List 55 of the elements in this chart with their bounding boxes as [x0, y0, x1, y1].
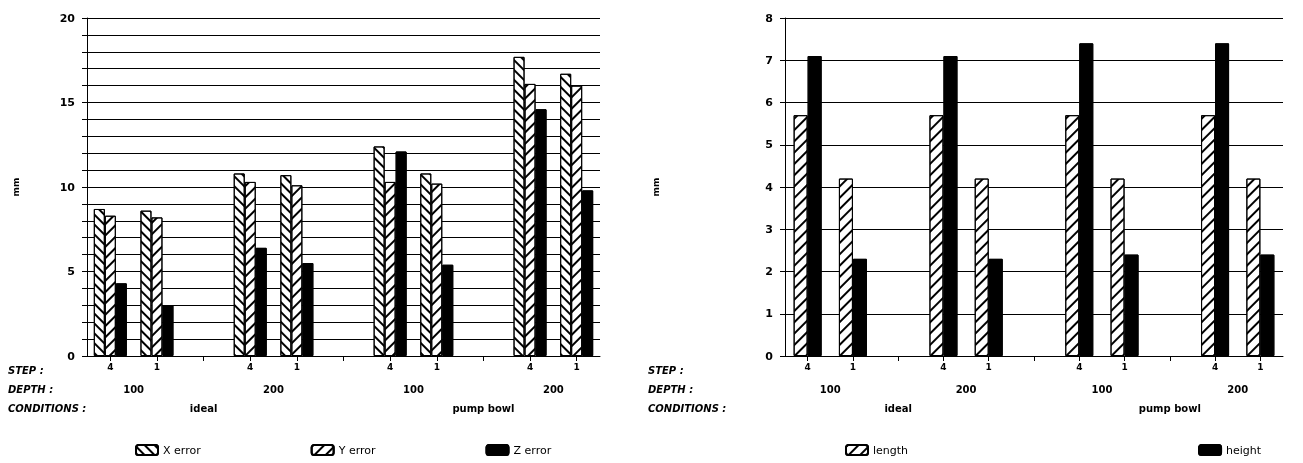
x-tick-label: 1 — [153, 361, 161, 372]
y-axis-title: mm — [10, 177, 21, 197]
text: ideal — [189, 402, 218, 414]
x-tick-label: 1 — [573, 361, 580, 372]
y-axis-title: mm — [650, 177, 661, 197]
text: CONDITIONS : — [8, 402, 87, 414]
x-tick-label: 4 — [247, 361, 254, 372]
x-tick-label: 4 — [107, 361, 114, 372]
text: DEPTH : — [8, 383, 54, 395]
legend-label: height — [1226, 443, 1262, 457]
y-tick-label: 15 — [59, 96, 75, 109]
y-tick-label: 2 — [765, 265, 773, 278]
text: pump bowl — [452, 402, 515, 414]
x-tick-label: 4 — [526, 361, 534, 372]
y-tick-label: 7 — [765, 53, 773, 67]
x-tick-label: 1 — [293, 361, 300, 372]
text: pump bowl — [1138, 402, 1201, 414]
legend-label: length — [873, 443, 909, 457]
y-tick-label: 0 — [67, 349, 76, 363]
x-tick-label: 1 — [1121, 361, 1128, 372]
x-tick-label: 4 — [804, 361, 811, 372]
y-tick-label: 1 — [765, 307, 773, 321]
x-tick-label: 1 — [1257, 361, 1264, 372]
text: STEP : — [648, 364, 684, 376]
legend-label: Z error — [513, 443, 552, 457]
y-tick-label: 4 — [765, 180, 774, 194]
text: STEP : — [8, 364, 44, 376]
y-tick-label: 5 — [765, 138, 773, 152]
text: 100 — [819, 383, 841, 395]
x-tick-label: 1 — [985, 361, 992, 372]
text: ideal — [884, 402, 912, 414]
text: 200 — [263, 383, 285, 395]
y-tick-label: 6 — [765, 96, 774, 109]
text: 200 — [1227, 383, 1249, 395]
legend-label: X error — [163, 443, 202, 457]
x-tick-label: 1 — [433, 361, 440, 372]
text: 200 — [955, 383, 977, 395]
text: 100 — [123, 383, 145, 395]
text: DEPTH : — [648, 383, 694, 395]
x-tick-label: 4 — [1211, 361, 1219, 372]
text: 100 — [1091, 383, 1113, 395]
y-tick-label: 10 — [59, 180, 76, 194]
y-tick-label: 0 — [765, 349, 774, 363]
x-tick-label: 4 — [1076, 361, 1083, 372]
legend-label: Y error — [337, 443, 376, 457]
text: CONDITIONS : — [648, 402, 727, 414]
text: 100 — [403, 383, 424, 395]
y-tick-label: 8 — [765, 11, 773, 25]
y-tick-label: 20 — [59, 11, 76, 25]
x-tick-label: 4 — [387, 361, 394, 372]
y-tick-label: 5 — [67, 265, 75, 278]
text: 200 — [542, 383, 564, 395]
x-tick-label: 1 — [849, 361, 857, 372]
x-tick-label: 4 — [940, 361, 947, 372]
y-tick-label: 3 — [765, 222, 773, 236]
